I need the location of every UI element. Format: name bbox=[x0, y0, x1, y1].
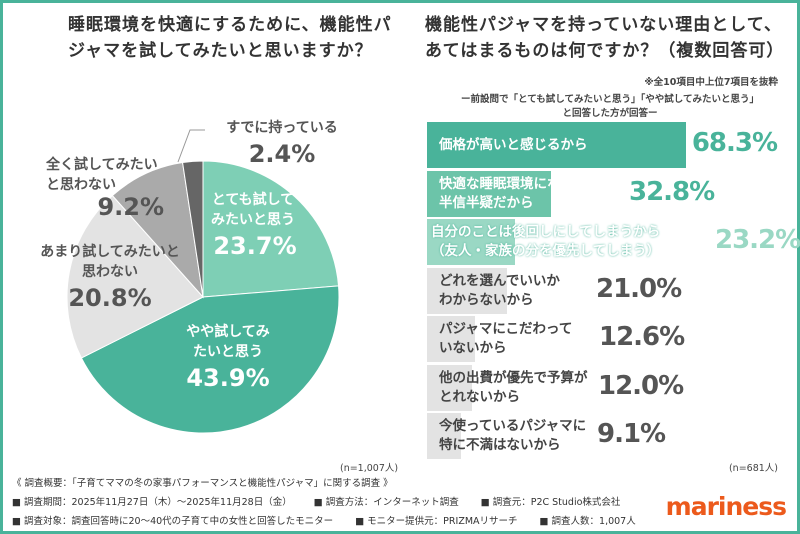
bar bbox=[427, 413, 462, 459]
bar-row: どれを選んでいいか わからないから 21.0% bbox=[427, 267, 787, 314]
pie-label-text: とても試してみたいと思う bbox=[211, 192, 295, 228]
pie-label-text: 全く試してみたいと思わない bbox=[46, 157, 158, 193]
subtitle-line-1: ー前設問で「とても試してみたいと思う」「やや試してみたいと思う」 bbox=[461, 94, 759, 105]
bar-label: 今使っているパジャマに 特に不満はないから bbox=[439, 418, 587, 453]
pie-value: 9.2% bbox=[97, 193, 164, 221]
mariness-logo: mariness bbox=[665, 492, 787, 521]
bar-value: 9.1% bbox=[597, 419, 666, 449]
pie-label-1: やや試してみたいと思う 43.9% bbox=[180, 322, 276, 394]
footer-item: ■ 調査元：P2C Studio株式会社 bbox=[480, 497, 621, 508]
bar-label: 快適な睡眠環境になるか 半信半疑だから bbox=[439, 175, 588, 211]
bar-row: 今使っているパジャマに 特に不満はないから 9.1% bbox=[427, 413, 787, 459]
footer-summary: 《 調査概要：「子育てママの冬の家事パフォーマンスと機能性パジャマ」に関する調査… bbox=[12, 478, 393, 489]
footer-item: ■ モニター提供元：PRIZMAリサーチ bbox=[355, 516, 518, 527]
pie-slice-3 bbox=[111, 161, 204, 299]
footer-item: ■ 調査対象：調査回答時に20～40代の子育て中の女性と回答したモニター bbox=[12, 516, 334, 527]
right-n: (n=681人) bbox=[728, 463, 778, 474]
footer-item: ■ 調査期間：2025年11月27日（木）～2025年11月28日（金） bbox=[12, 497, 292, 508]
bar-value: 32.8% bbox=[629, 176, 715, 207]
bar bbox=[427, 267, 507, 314]
subtitle-line-2: と回答した方が回答ー bbox=[562, 108, 658, 119]
pie-slice-4 bbox=[181, 160, 204, 298]
pie-value: 23.7% bbox=[213, 232, 297, 260]
footer-item: ■ 調査人数：1,007人 bbox=[539, 516, 636, 527]
bar-value: 12.0% bbox=[598, 370, 684, 401]
bar-label: パジャマにこだわって いないから bbox=[439, 321, 573, 356]
footer-line-1: ■ 調査期間：2025年11月27日（木）～2025年11月28日（金） ■ 調査… bbox=[12, 494, 642, 508]
bar-value: 21.0% bbox=[596, 273, 682, 304]
pie-label-2: あまり試してみたいと思わない 20.8% bbox=[40, 242, 180, 314]
bar-row: 快適な睡眠環境になるか 半信半疑だから 32.8% bbox=[427, 170, 787, 217]
left-title: 睡眠環境を快適にするために、機能性パジャマを試してみたいと思いますか？ bbox=[68, 15, 392, 61]
pie-value: 20.8% bbox=[68, 284, 152, 312]
pie-slice-2 bbox=[66, 194, 204, 359]
pie-slice-1 bbox=[80, 285, 340, 434]
footer-item: ■ 調査方法：インターネット調査 bbox=[313, 497, 459, 508]
bar-label: どれを選んでいいか わからないから bbox=[439, 272, 560, 308]
bar-label: 他の出費が優先で予算が とれないから bbox=[439, 369, 588, 405]
pie-slice-0 bbox=[202, 160, 340, 298]
pie-value: 2.4% bbox=[248, 140, 316, 168]
note: ※全10項目中上位7項目を抜粋 bbox=[644, 77, 778, 88]
bar-row: パジャマにこだわって いないから 12.6% bbox=[427, 316, 787, 362]
bar-label: 自分のことは後回しにしてしまうから （友人・家族の分を優先してしまう） bbox=[431, 224, 661, 259]
footer-line-2: ■ 調査対象：調査回答時に20～40代の子育て中の女性と回答したモニター ■ モニ… bbox=[12, 513, 658, 527]
pie-label-0: とても試してみたいと思う 23.7% bbox=[205, 190, 305, 262]
pie-label-3: 全く試してみたいと思わない 9.2% bbox=[46, 155, 164, 223]
bar-value: 68.3% bbox=[691, 128, 778, 158]
left-n: (n=1,007人) bbox=[340, 463, 399, 474]
bar-row: 他の出費が優先で予算が とれないから 12.0% bbox=[427, 364, 787, 411]
bar-value: 23.2% bbox=[715, 225, 800, 255]
bar bbox=[427, 364, 473, 411]
bar bbox=[427, 316, 475, 362]
bar-row: 自分のことは後回しにしてしまうから （友人・家族の分を優先してしまう） 23.2% bbox=[427, 219, 800, 265]
pie-label-text: あまり試してみたいと思わない bbox=[40, 244, 180, 280]
pie-label-4: すでに持っている 2.4% bbox=[222, 118, 342, 170]
pie-label-text: すでに持っている bbox=[226, 120, 338, 136]
pie-value: 43.9% bbox=[186, 364, 270, 392]
bar bbox=[427, 170, 552, 217]
pie-chart bbox=[66, 129, 340, 434]
bar-label: 価格が高いと感じるから bbox=[439, 136, 588, 153]
subtitle: ー前設問で「とても試してみたいと思う」「やや試してみたいと思う」 と回答した方が回… bbox=[425, 93, 795, 121]
bar-row: 価格が高いと感じるから 68.3% bbox=[427, 122, 787, 168]
bar bbox=[427, 122, 686, 168]
bar bbox=[427, 219, 515, 265]
right-title: 機能性パジャマを持っていない理由として、あてはまるものは何ですか？（複数回答可） bbox=[425, 15, 785, 61]
leader-line bbox=[177, 129, 205, 163]
bar-value: 12.6% bbox=[599, 322, 685, 352]
pie-label-text: やや試してみたいと思う bbox=[186, 324, 270, 360]
